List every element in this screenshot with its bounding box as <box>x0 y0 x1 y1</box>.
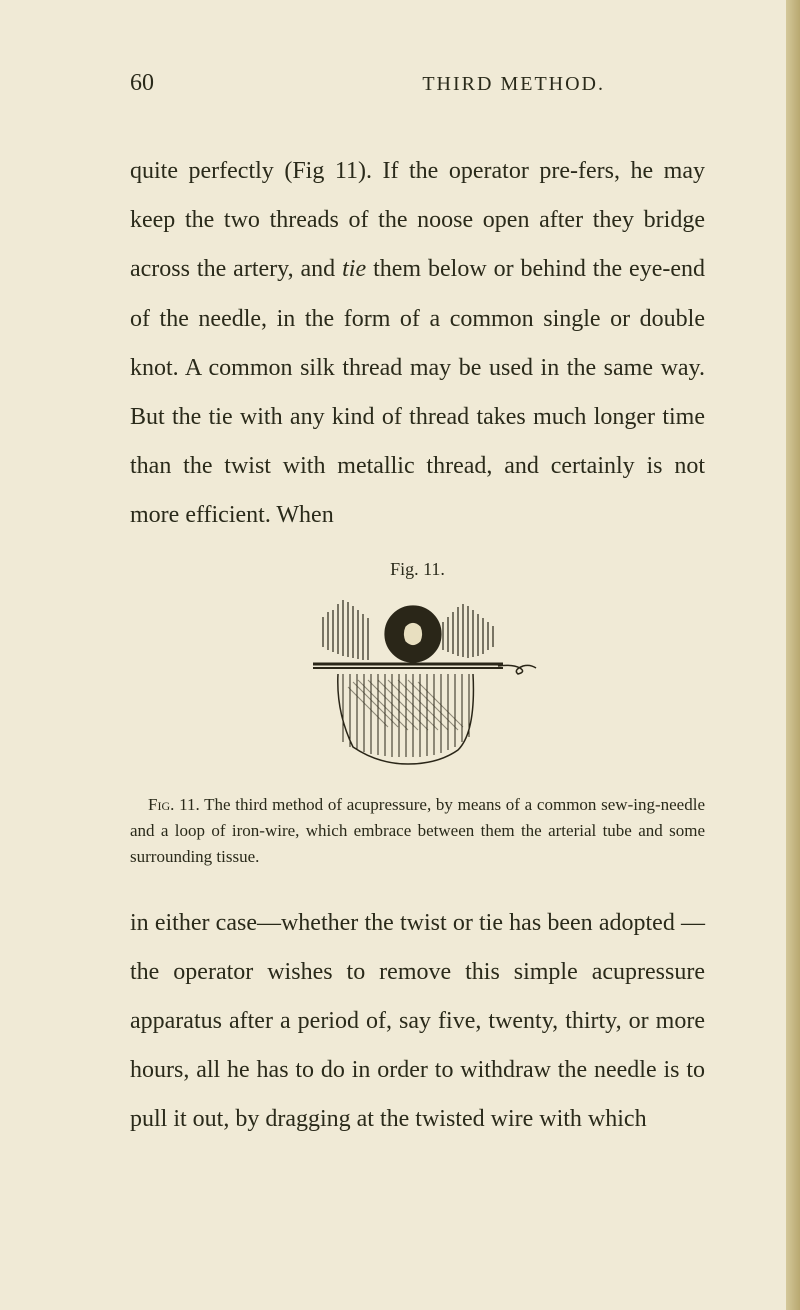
caption-label: Fig. 11. <box>148 795 200 814</box>
figure-caption: Fig. 11. The third method of acupressure… <box>130 792 705 871</box>
figure-container <box>130 592 705 772</box>
page-container: 60 THIRD METHOD. quite perfectly (Fig 11… <box>0 0 800 1214</box>
paragraph-1: quite perfectly (Fig 11). If the operato… <box>130 147 705 541</box>
figure-illustration <box>298 592 538 767</box>
acupressure-illustration-icon <box>298 592 538 767</box>
caption-text: The third method of acupressure, by mean… <box>130 795 705 867</box>
page-number: 60 <box>130 70 154 97</box>
para1-text-b: them below or behind the eye-end of the … <box>130 256 705 528</box>
body-text-block-2: in either case—whether the twist or tie … <box>130 899 705 1145</box>
figure-label: Fig. 11. <box>130 559 705 580</box>
page-edge-decoration <box>786 0 800 1310</box>
body-text-block-1: quite perfectly (Fig 11). If the operato… <box>130 147 705 541</box>
paragraph-2: in either case—whether the twist or tie … <box>130 899 705 1145</box>
para1-italic: tie <box>342 256 366 282</box>
running-head: THIRD METHOD. <box>422 73 605 96</box>
page-header: 60 THIRD METHOD. <box>130 70 705 97</box>
